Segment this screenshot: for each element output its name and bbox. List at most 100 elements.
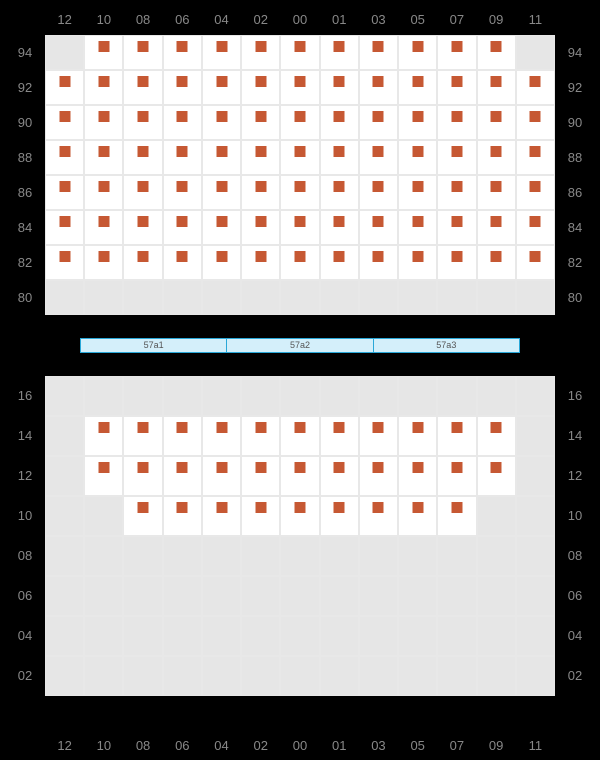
slot-cell[interactable] <box>280 496 319 536</box>
slot-cell[interactable] <box>45 140 84 175</box>
slot-cell[interactable] <box>163 496 202 536</box>
slot-cell[interactable] <box>202 416 241 456</box>
slot-cell[interactable] <box>437 245 476 280</box>
slot-cell[interactable] <box>437 105 476 140</box>
slot-cell[interactable] <box>163 456 202 496</box>
slot-cell[interactable] <box>516 245 555 280</box>
slot-cell[interactable] <box>163 210 202 245</box>
slot-cell[interactable] <box>320 245 359 280</box>
slot-cell[interactable] <box>477 35 516 70</box>
slot-cell[interactable] <box>359 416 398 456</box>
slot-cell[interactable] <box>241 105 280 140</box>
slot-cell[interactable] <box>202 245 241 280</box>
slot-cell[interactable] <box>516 210 555 245</box>
slot-cell[interactable] <box>437 210 476 245</box>
slot-cell[interactable] <box>123 175 162 210</box>
slot-cell[interactable] <box>123 70 162 105</box>
slot-cell[interactable] <box>320 416 359 456</box>
slot-cell[interactable] <box>202 70 241 105</box>
slot-cell[interactable] <box>241 175 280 210</box>
slot-cell[interactable] <box>123 496 162 536</box>
slot-cell[interactable] <box>163 70 202 105</box>
slot-cell[interactable] <box>123 210 162 245</box>
slot-cell[interactable] <box>241 140 280 175</box>
slot-cell[interactable] <box>516 70 555 105</box>
slot-cell[interactable] <box>163 245 202 280</box>
slot-cell[interactable] <box>84 245 123 280</box>
slot-cell[interactable] <box>359 140 398 175</box>
slot-cell[interactable] <box>280 416 319 456</box>
slot-cell[interactable] <box>437 416 476 456</box>
slot-cell[interactable] <box>202 35 241 70</box>
slot-cell[interactable] <box>123 105 162 140</box>
slot-cell[interactable] <box>320 175 359 210</box>
slot-cell[interactable] <box>320 35 359 70</box>
slot-cell[interactable] <box>359 245 398 280</box>
slot-cell[interactable] <box>84 456 123 496</box>
slot-cell[interactable] <box>84 210 123 245</box>
slot-cell[interactable] <box>202 456 241 496</box>
slot-cell[interactable] <box>280 70 319 105</box>
slot-cell[interactable] <box>84 35 123 70</box>
slot-cell[interactable] <box>45 175 84 210</box>
slot-cell[interactable] <box>241 35 280 70</box>
slot-cell[interactable] <box>398 245 437 280</box>
slot-cell[interactable] <box>359 70 398 105</box>
slot-cell[interactable] <box>359 175 398 210</box>
slot-cell[interactable] <box>320 105 359 140</box>
slot-cell[interactable] <box>84 140 123 175</box>
slot-cell[interactable] <box>280 245 319 280</box>
slot-cell[interactable] <box>516 105 555 140</box>
slot-cell[interactable] <box>163 140 202 175</box>
slot-cell[interactable] <box>280 105 319 140</box>
slot-cell[interactable] <box>359 456 398 496</box>
slot-cell[interactable] <box>202 105 241 140</box>
slot-cell[interactable] <box>163 35 202 70</box>
slot-cell[interactable] <box>123 35 162 70</box>
slot-cell[interactable] <box>241 496 280 536</box>
slot-cell[interactable] <box>398 70 437 105</box>
slot-cell[interactable] <box>516 175 555 210</box>
slot-cell[interactable] <box>123 456 162 496</box>
slot-cell[interactable] <box>477 456 516 496</box>
slot-cell[interactable] <box>398 496 437 536</box>
slot-cell[interactable] <box>437 35 476 70</box>
slot-cell[interactable] <box>241 70 280 105</box>
slot-cell[interactable] <box>123 245 162 280</box>
slot-cell[interactable] <box>437 175 476 210</box>
slot-cell[interactable] <box>45 70 84 105</box>
slot-cell[interactable] <box>320 210 359 245</box>
slot-cell[interactable] <box>398 456 437 496</box>
slot-cell[interactable] <box>398 140 437 175</box>
slot-cell[interactable] <box>163 105 202 140</box>
slot-cell[interactable] <box>477 105 516 140</box>
slot-cell[interactable] <box>359 496 398 536</box>
slot-cell[interactable] <box>398 416 437 456</box>
slot-cell[interactable] <box>359 35 398 70</box>
slot-cell[interactable] <box>477 70 516 105</box>
slot-cell[interactable] <box>477 140 516 175</box>
slot-cell[interactable] <box>398 35 437 70</box>
slot-cell[interactable] <box>320 496 359 536</box>
slot-cell[interactable] <box>84 105 123 140</box>
slot-cell[interactable] <box>398 105 437 140</box>
slot-cell[interactable] <box>359 105 398 140</box>
slot-cell[interactable] <box>84 70 123 105</box>
slot-cell[interactable] <box>84 175 123 210</box>
slot-cell[interactable] <box>241 456 280 496</box>
slot-cell[interactable] <box>241 210 280 245</box>
slot-cell[interactable] <box>320 70 359 105</box>
slot-cell[interactable] <box>280 140 319 175</box>
slot-cell[interactable] <box>477 245 516 280</box>
slot-cell[interactable] <box>477 175 516 210</box>
slot-cell[interactable] <box>45 210 84 245</box>
slot-cell[interactable] <box>202 140 241 175</box>
slot-cell[interactable] <box>437 456 476 496</box>
slot-cell[interactable] <box>437 70 476 105</box>
slot-cell[interactable] <box>516 140 555 175</box>
slot-cell[interactable] <box>45 245 84 280</box>
slot-cell[interactable] <box>202 496 241 536</box>
slot-cell[interactable] <box>45 105 84 140</box>
slot-cell[interactable] <box>280 210 319 245</box>
slot-cell[interactable] <box>202 210 241 245</box>
